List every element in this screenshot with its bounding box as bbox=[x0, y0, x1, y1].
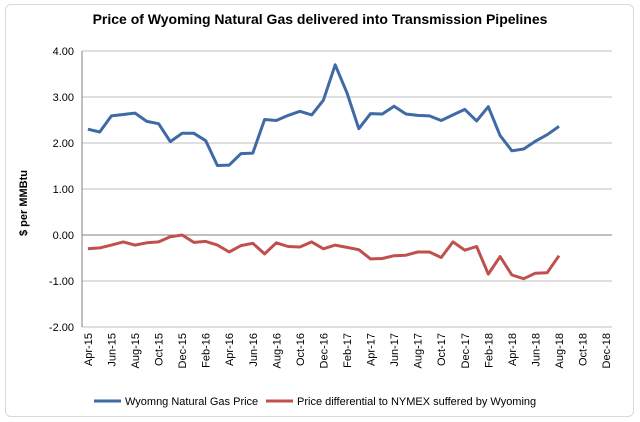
x-tick-label: Dec-17 bbox=[460, 333, 472, 368]
x-tick-label: Oct-16 bbox=[295, 333, 307, 366]
x-tick-label: Jun-15 bbox=[106, 333, 118, 367]
x-tick-label: Feb-18 bbox=[483, 333, 495, 368]
x-tick-label: Oct-18 bbox=[578, 333, 590, 366]
x-tick-label: Aug-17 bbox=[413, 333, 425, 368]
series-line-1 bbox=[87, 63, 560, 167]
x-tick-label: Apr-16 bbox=[224, 333, 236, 366]
y-axis-label: $ per MMBtu bbox=[18, 170, 30, 236]
x-tick-label: Dec-18 bbox=[601, 333, 613, 368]
x-tick-label: Feb-16 bbox=[201, 333, 213, 368]
y-tick-label: 2.00 bbox=[53, 138, 74, 150]
y-tick-label: 0.00 bbox=[53, 230, 74, 242]
x-tick-label: Dec-15 bbox=[177, 333, 189, 368]
x-tick-label: Jun-17 bbox=[389, 333, 401, 367]
x-tick-label: Oct-17 bbox=[436, 333, 448, 366]
y-tick-label: 3.00 bbox=[53, 92, 74, 104]
y-tick-label: -2.00 bbox=[49, 322, 74, 334]
x-tick-label: Aug-18 bbox=[554, 333, 566, 368]
legend-label-series-2: Price differential to NYMEX suffered by … bbox=[297, 396, 536, 408]
legend-label-series-1: Wyomng Natural Gas Price bbox=[125, 396, 258, 408]
x-tick-label: Feb-17 bbox=[342, 333, 354, 368]
x-tick-label: Aug-15 bbox=[130, 333, 142, 368]
x-tick-label: Apr-17 bbox=[366, 333, 378, 366]
series-line-2 bbox=[87, 233, 561, 281]
x-tick-labels: Apr-15 Jun-15 Aug-15 Oct-15 Dec-15 Feb-16 Apr-… bbox=[83, 333, 613, 368]
y-tick-label: 1.00 bbox=[53, 184, 74, 196]
chart-frame bbox=[5, 4, 634, 417]
chart-title: Price of Wyoming Natural Gas delivered i… bbox=[93, 11, 548, 27]
y-tick-label: 4.00 bbox=[53, 46, 74, 58]
x-tick-label: Aug-16 bbox=[271, 333, 283, 368]
y-tick-label: -1.00 bbox=[49, 276, 74, 288]
x-tick-label: Apr-18 bbox=[507, 333, 519, 366]
y-tick-labels: 4.00 3.00 2.00 1.00 0.00 -1.00 -2.00 bbox=[49, 46, 74, 334]
x-tick-label: Dec-16 bbox=[318, 333, 330, 368]
series-lines bbox=[87, 63, 561, 281]
gridlines bbox=[81, 50, 612, 328]
x-tick-label: Apr-15 bbox=[83, 333, 95, 366]
x-tick-label: Oct-15 bbox=[154, 333, 166, 366]
legend: Wyomng Natural Gas Price Price different… bbox=[94, 396, 536, 408]
x-tick-label: Jun-16 bbox=[248, 333, 260, 367]
x-tick-label: Jun-18 bbox=[530, 333, 542, 367]
